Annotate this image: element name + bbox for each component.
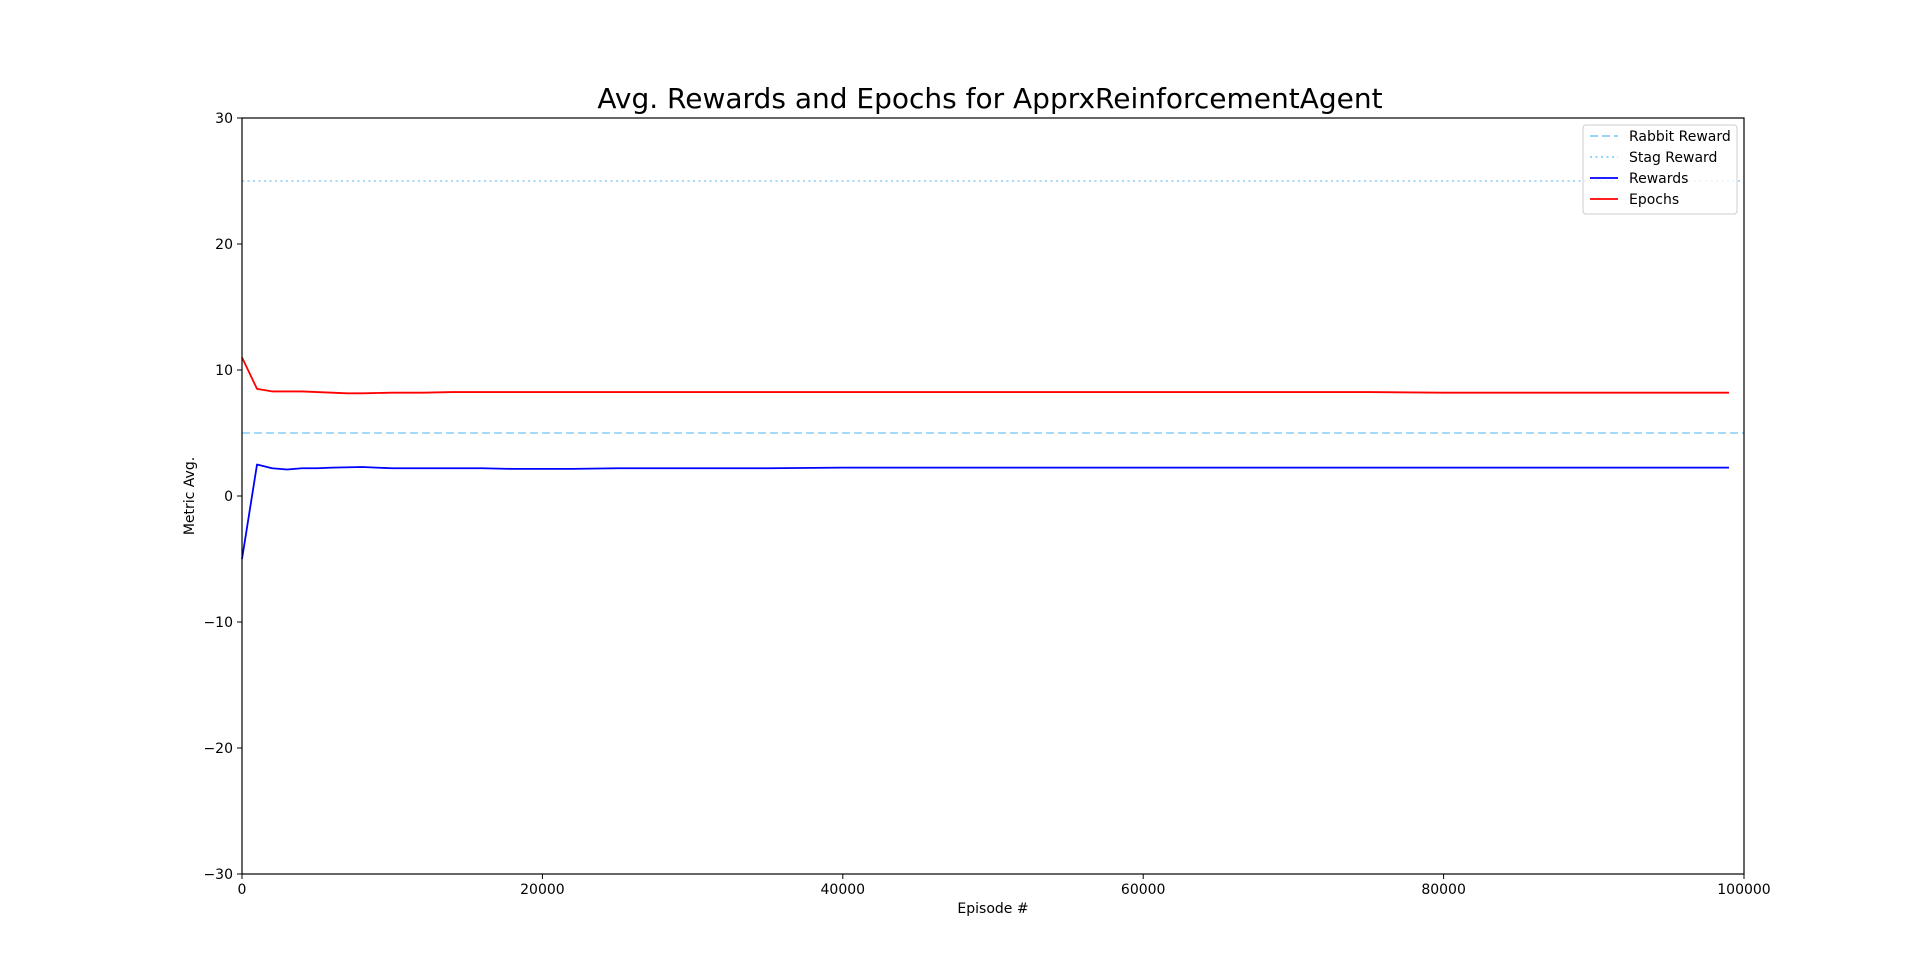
legend-box [1582, 124, 1738, 215]
y-tick-label: −20 [203, 741, 233, 757]
legend: Rabbit Reward Stag Reward Rewards Epochs [1582, 124, 1738, 215]
legend-label-2: Rewards [1629, 171, 1688, 187]
reference-lines-layer [242, 180, 1744, 434]
series-layer [241, 357, 1729, 560]
y-tick-label: 10 [215, 363, 233, 379]
x-tick-label: 80000 [1421, 882, 1466, 898]
x-tick-label: 60000 [1121, 882, 1166, 898]
x-tick-label: 0 [238, 882, 247, 898]
chart-title: Avg. Rewards and Epochs for ApprxReinfor… [597, 82, 1382, 115]
y-ticks-layer: −30 −20 −10 0 10 20 30 [203, 111, 242, 883]
plot-area-frame [241, 117, 1745, 875]
x-axis-label: Episode # [957, 901, 1028, 917]
x-tick-label: 20000 [520, 882, 565, 898]
y-tick-label: −30 [203, 867, 233, 883]
y-tick-label: 20 [215, 237, 233, 253]
x-tick-label: 40000 [821, 882, 866, 898]
y-tick-label: 0 [224, 489, 233, 505]
legend-entries: Rabbit Reward Stag Reward Rewards Epochs [1590, 129, 1731, 208]
x-tick-label: 100000 [1717, 882, 1770, 898]
y-tick-label: 30 [215, 111, 233, 127]
series-line-0 [241, 463, 1729, 560]
y-tick-label: −10 [203, 615, 233, 631]
legend-label-1: Stag Reward [1629, 150, 1717, 166]
series-line-1 [241, 357, 1729, 395]
legend-label-3: Epochs [1629, 192, 1679, 208]
x-ticks-layer: 0 20000 40000 60000 80000 100000 [238, 874, 1771, 898]
y-axis-label: Metric Avg. [182, 457, 198, 535]
legend-label-0: Rabbit Reward [1629, 129, 1731, 145]
